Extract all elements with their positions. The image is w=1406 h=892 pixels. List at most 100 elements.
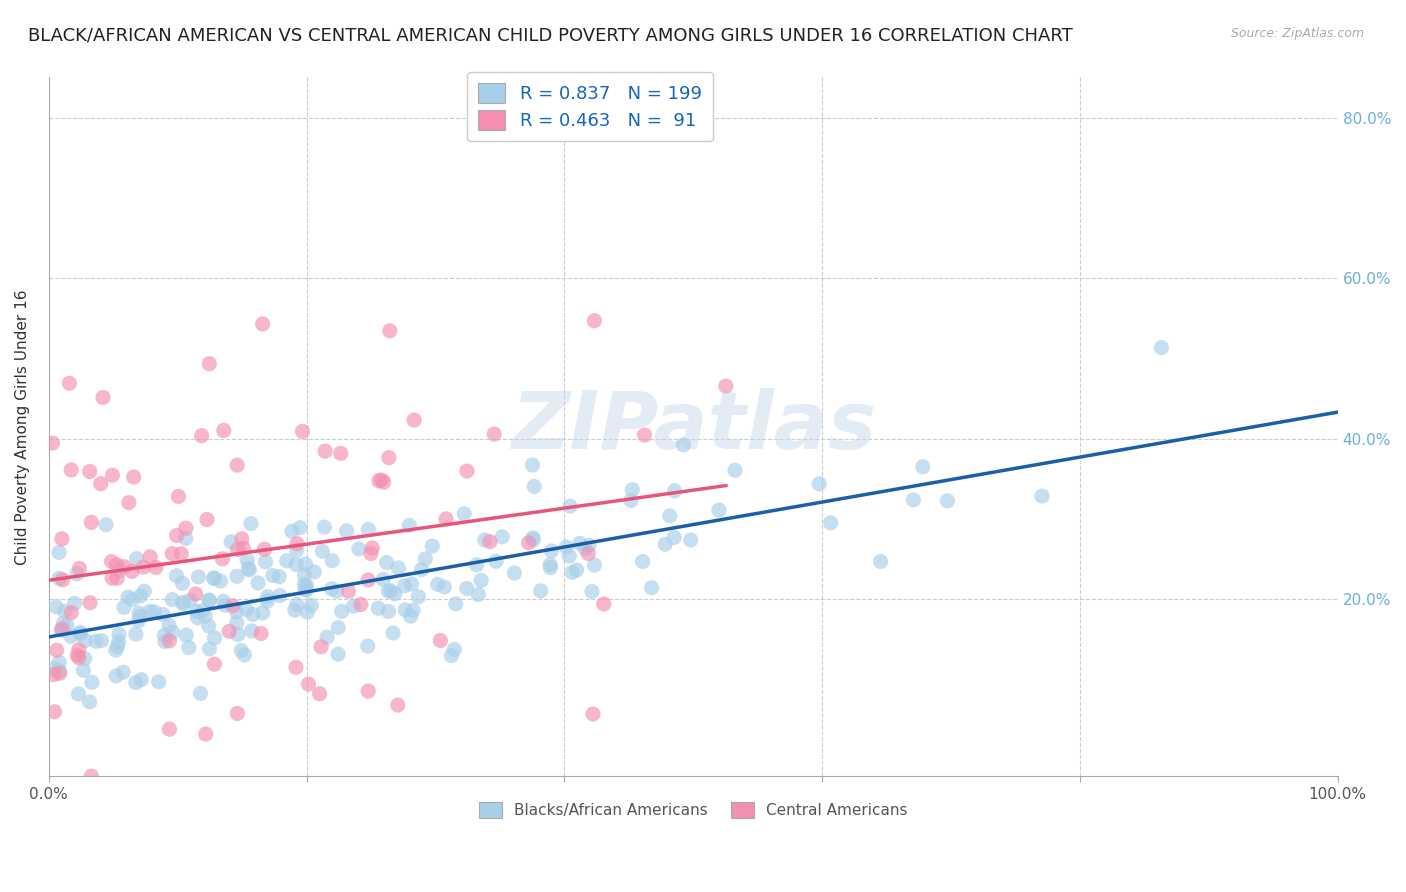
Point: [226, 542, 249, 557]
Point: [377, 604, 399, 618]
Point: [129, 609, 152, 624]
Point: [281, 524, 304, 539]
Point: [299, 599, 322, 613]
Point: [371, 573, 394, 587]
Point: [67, 650, 90, 665]
Point: [398, 518, 420, 533]
Point: [936, 493, 959, 508]
Point: [167, 490, 190, 504]
Point: [378, 450, 401, 465]
Point: [162, 592, 184, 607]
Point: [1150, 341, 1173, 355]
Point: [127, 614, 149, 628]
Point: [94, 517, 117, 532]
Point: [121, 564, 143, 578]
Point: [316, 630, 339, 644]
Point: [433, 580, 456, 594]
Point: [724, 463, 747, 477]
Point: [67, 642, 90, 657]
Point: [157, 618, 180, 632]
Point: [51, 623, 73, 637]
Point: [583, 314, 606, 328]
Point: [555, 540, 578, 554]
Point: [357, 684, 380, 698]
Point: [254, 555, 277, 569]
Point: [578, 538, 600, 552]
Point: [375, 556, 398, 570]
Point: [80, 516, 103, 530]
Point: [67, 561, 90, 575]
Point: [107, 635, 129, 649]
Point: [444, 597, 467, 611]
Point: [583, 558, 606, 573]
Point: [426, 577, 449, 591]
Point: [284, 603, 307, 617]
Text: ZIPatlas: ZIPatlas: [510, 388, 876, 466]
Point: [66, 648, 89, 663]
Point: [558, 499, 581, 513]
Point: [538, 558, 561, 572]
Point: [145, 560, 167, 574]
Point: [226, 627, 249, 641]
Point: [565, 563, 588, 577]
Point: [42, 662, 65, 676]
Point: [191, 604, 214, 618]
Point: [122, 470, 145, 484]
Point: [522, 533, 544, 547]
Point: [467, 587, 489, 601]
Point: [172, 595, 194, 609]
Point: [209, 574, 232, 588]
Point: [125, 675, 148, 690]
Point: [311, 544, 333, 558]
Point: [202, 571, 225, 585]
Point: [621, 483, 644, 497]
Point: [197, 619, 219, 633]
Point: [125, 627, 148, 641]
Point: [443, 642, 465, 657]
Point: [174, 532, 197, 546]
Point: [194, 609, 217, 624]
Point: [592, 597, 614, 611]
Point: [309, 640, 332, 654]
Point: [190, 686, 212, 700]
Point: [252, 606, 274, 620]
Point: [290, 521, 312, 535]
Point: [360, 547, 382, 561]
Point: [384, 587, 406, 601]
Point: [394, 579, 416, 593]
Point: [214, 599, 236, 613]
Point: [190, 428, 212, 442]
Point: [658, 508, 681, 523]
Point: [294, 568, 316, 582]
Point: [453, 507, 475, 521]
Point: [285, 660, 308, 674]
Point: [285, 558, 308, 572]
Point: [903, 492, 925, 507]
Point: [402, 603, 425, 617]
Point: [166, 528, 188, 542]
Point: [714, 379, 737, 393]
Point: [252, 317, 274, 331]
Point: [387, 698, 409, 712]
Point: [581, 584, 603, 599]
Point: [420, 539, 443, 553]
Point: [211, 552, 233, 566]
Point: [159, 722, 181, 736]
Point: [153, 634, 176, 648]
Point: [357, 523, 380, 537]
Point: [204, 631, 226, 645]
Point: [104, 643, 127, 657]
Point: [69, 625, 91, 640]
Point: [253, 542, 276, 557]
Point: [540, 544, 562, 558]
Point: [820, 516, 842, 530]
Point: [231, 532, 253, 546]
Point: [79, 695, 101, 709]
Point: [631, 554, 654, 568]
Point: [108, 564, 131, 578]
Point: [170, 547, 193, 561]
Point: [620, 493, 643, 508]
Point: [132, 560, 155, 574]
Point: [134, 584, 156, 599]
Point: [125, 551, 148, 566]
